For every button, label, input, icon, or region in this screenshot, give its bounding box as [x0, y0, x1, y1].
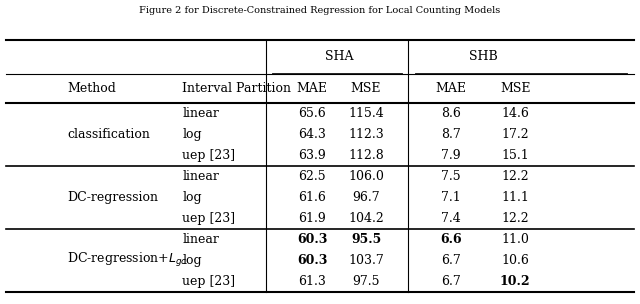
Text: 115.4: 115.4 — [348, 107, 384, 120]
Text: 15.1: 15.1 — [501, 149, 529, 162]
Text: MAE: MAE — [297, 82, 328, 95]
Text: uep [23]: uep [23] — [182, 149, 236, 162]
Text: 61.3: 61.3 — [298, 275, 326, 288]
Text: uep [23]: uep [23] — [182, 212, 236, 225]
Text: 6.6: 6.6 — [440, 233, 462, 246]
Text: classification: classification — [67, 128, 150, 141]
Text: DC-regression: DC-regression — [67, 191, 158, 204]
Text: log: log — [182, 254, 202, 267]
Text: 7.9: 7.9 — [442, 149, 461, 162]
Text: 104.2: 104.2 — [348, 212, 384, 225]
Text: 61.9: 61.9 — [298, 212, 326, 225]
Text: 17.2: 17.2 — [501, 128, 529, 141]
Text: log: log — [182, 128, 202, 141]
Text: SHB: SHB — [469, 50, 497, 64]
Text: linear: linear — [182, 107, 220, 120]
Text: 12.2: 12.2 — [501, 212, 529, 225]
Text: log: log — [182, 191, 202, 204]
Text: 8.6: 8.6 — [441, 107, 461, 120]
Text: 10.6: 10.6 — [501, 254, 529, 267]
Text: 106.0: 106.0 — [348, 170, 384, 183]
Text: 8.7: 8.7 — [442, 128, 461, 141]
Text: 97.5: 97.5 — [353, 275, 380, 288]
Text: 7.5: 7.5 — [442, 170, 461, 183]
Text: 96.7: 96.7 — [352, 191, 380, 204]
Text: 62.5: 62.5 — [298, 170, 326, 183]
Text: 7.1: 7.1 — [442, 191, 461, 204]
Text: MSE: MSE — [500, 82, 531, 95]
Text: 11.0: 11.0 — [501, 233, 529, 246]
Text: 7.4: 7.4 — [442, 212, 461, 225]
Text: 6.7: 6.7 — [442, 275, 461, 288]
Text: 6.7: 6.7 — [442, 254, 461, 267]
Text: 10.2: 10.2 — [500, 275, 531, 288]
Text: Method: Method — [67, 82, 116, 95]
Text: 61.6: 61.6 — [298, 191, 326, 204]
Text: 95.5: 95.5 — [351, 233, 381, 246]
Text: 112.3: 112.3 — [348, 128, 384, 141]
Text: MAE: MAE — [436, 82, 467, 95]
Text: Interval Partition: Interval Partition — [182, 82, 291, 95]
Text: linear: linear — [182, 170, 220, 183]
Text: 112.8: 112.8 — [348, 149, 384, 162]
Text: 60.3: 60.3 — [297, 254, 328, 267]
Text: DC-regression+$\mathit{L}_{\mathit{gc}}$: DC-regression+$\mathit{L}_{\mathit{gc}}$ — [67, 251, 188, 269]
Text: 65.6: 65.6 — [298, 107, 326, 120]
Text: 63.9: 63.9 — [298, 149, 326, 162]
Text: 12.2: 12.2 — [501, 170, 529, 183]
Text: Figure 2 for Discrete-Constrained Regression for Local Counting Models: Figure 2 for Discrete-Constrained Regres… — [140, 6, 500, 15]
Text: MSE: MSE — [351, 82, 381, 95]
Text: 60.3: 60.3 — [297, 233, 328, 246]
Text: SHA: SHA — [325, 50, 353, 64]
Text: 103.7: 103.7 — [348, 254, 384, 267]
Text: 11.1: 11.1 — [501, 191, 529, 204]
Text: linear: linear — [182, 233, 220, 246]
Text: uep [23]: uep [23] — [182, 275, 236, 288]
Text: 14.6: 14.6 — [501, 107, 529, 120]
Text: 64.3: 64.3 — [298, 128, 326, 141]
